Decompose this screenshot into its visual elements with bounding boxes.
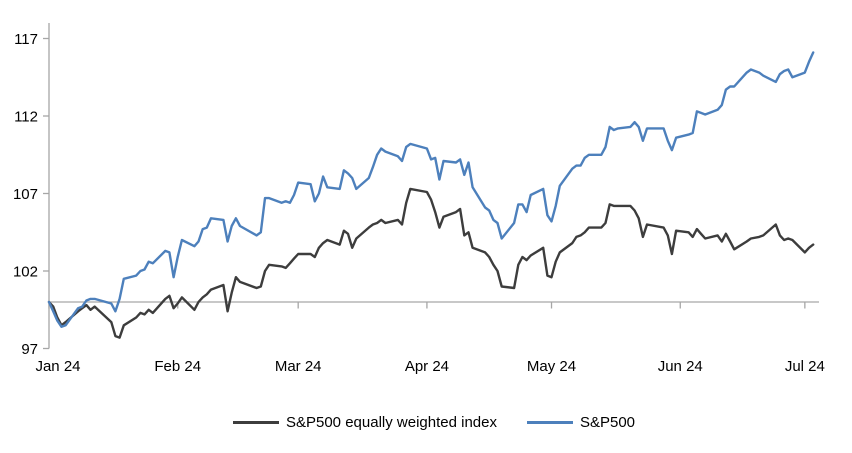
x-tick-label: Apr 24: [405, 358, 449, 375]
x-tick-label: Feb 24: [154, 358, 201, 375]
y-tick-label: 112: [14, 109, 38, 126]
x-tick-label: Mar 24: [275, 358, 322, 375]
legend-line-swatch-sp500: [526, 420, 573, 424]
y-tick-label: 102: [13, 264, 38, 281]
x-tick-label: Jun 24: [658, 358, 703, 375]
legend-item-equal-weighted: S&P500 equally weighted index: [232, 413, 497, 431]
legend-label-equal-weighted: S&P500 equally weighted index: [285, 413, 497, 431]
series-line-equal-weighted: [47, 187, 815, 339]
x-tick-label: Jul 24: [785, 358, 825, 375]
x-tick-label: Jan 24: [35, 358, 80, 375]
y-tick-label: 117: [14, 31, 38, 48]
legend-label-sp500: S&P500: [579, 413, 636, 431]
y-tick-label: 97: [21, 341, 38, 358]
legend: S&P500 equally weighted index S&P500: [49, 412, 819, 432]
legend-line-swatch-equal-weighted: [232, 420, 279, 424]
x-tick-label: May 24: [527, 358, 576, 375]
y-tick-label: 107: [13, 186, 38, 203]
legend-item-sp500: S&P500: [526, 413, 636, 431]
series-line-sp500: [47, 51, 815, 328]
